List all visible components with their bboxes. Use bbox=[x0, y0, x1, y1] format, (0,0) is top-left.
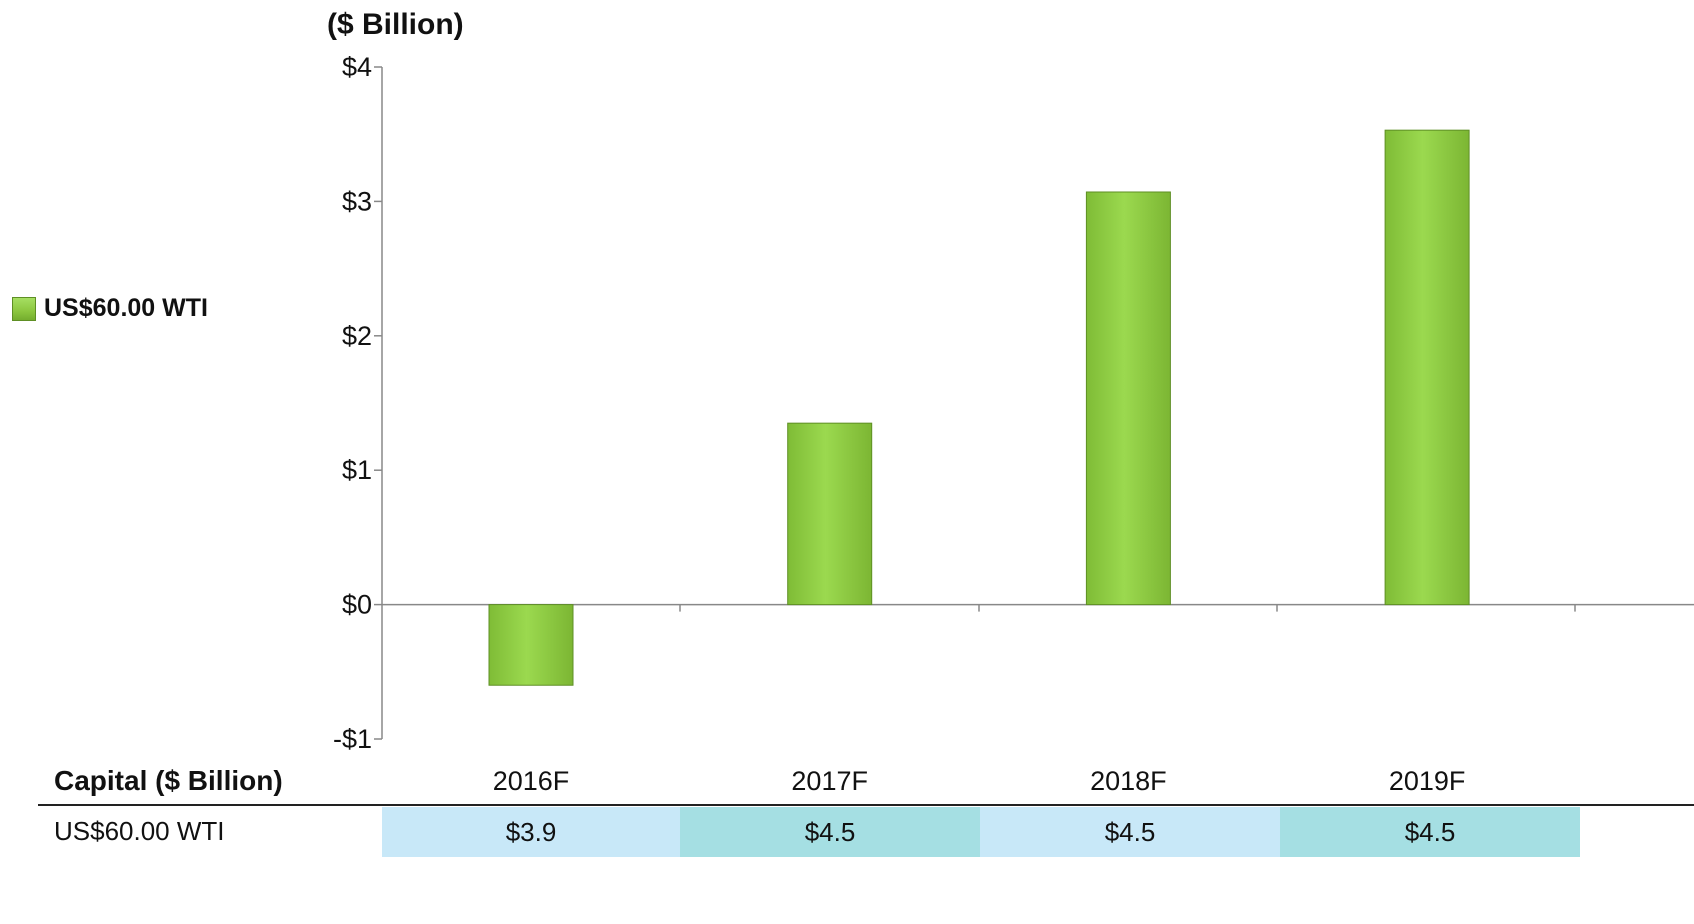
bar-2018F bbox=[1085, 191, 1171, 606]
bar-2016F bbox=[488, 604, 574, 686]
bar-2017F bbox=[787, 422, 873, 606]
y-tick-label: $0 bbox=[342, 590, 372, 620]
x-category-label: 2018F bbox=[1090, 766, 1167, 796]
y-tick-label: $3 bbox=[342, 186, 372, 216]
y-axis-unit-label: ($ Billion) bbox=[327, 8, 464, 41]
table-cell-2017: $4.5 bbox=[680, 807, 980, 857]
table-header-title: Capital ($ Billion) bbox=[54, 765, 283, 796]
legend: US$60.00 WTI bbox=[12, 294, 208, 323]
bar-2019F bbox=[1384, 129, 1470, 606]
table-cell-2019: $4.5 bbox=[1280, 807, 1580, 857]
table-cell-2018: $4.5 bbox=[980, 807, 1280, 857]
y-tick-label: $4 bbox=[342, 52, 372, 82]
x-category-label: 2016F bbox=[493, 766, 570, 796]
x-category-label: 2017F bbox=[791, 766, 868, 796]
table-row-label: US$60.00 WTI bbox=[54, 816, 225, 846]
table-cell-2016: $3.9 bbox=[382, 807, 680, 857]
y-tick-label: -$1 bbox=[333, 724, 372, 754]
legend-swatch bbox=[12, 296, 36, 321]
table-divider bbox=[38, 804, 1694, 806]
legend-label: US$60.00 WTI bbox=[44, 294, 208, 322]
y-tick-label: $1 bbox=[342, 455, 372, 485]
x-category-label: 2019F bbox=[1389, 766, 1466, 796]
y-tick-label: $2 bbox=[342, 321, 372, 351]
